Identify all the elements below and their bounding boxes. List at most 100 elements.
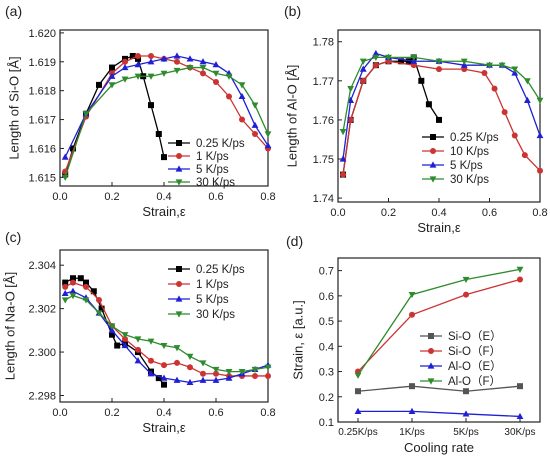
y-tick-label: 0.3 bbox=[319, 367, 334, 379]
data-point bbox=[186, 55, 194, 62]
series-line bbox=[64, 281, 268, 377]
data-point bbox=[360, 77, 367, 84]
data-point bbox=[121, 332, 129, 339]
series-line bbox=[357, 268, 521, 376]
series-3 bbox=[61, 64, 272, 181]
panel-label: (c) bbox=[5, 229, 21, 245]
data-point bbox=[537, 167, 543, 174]
y-tick-label: 1.74 bbox=[313, 193, 334, 205]
data-point bbox=[200, 70, 206, 77]
panel-a: (a) 0.0 0.2 0.4 0.6 0.8 Strain,ε 1.615 1.616 1.61… bbox=[5, 3, 276, 219]
y-axis-label: Length of Na-O [Å] bbox=[3, 272, 18, 380]
data-point bbox=[61, 174, 69, 181]
data-point bbox=[339, 155, 347, 162]
legend-label: 0.25 K/ps bbox=[196, 138, 245, 150]
legend-entry: 30 K/ps bbox=[422, 174, 489, 186]
data-point bbox=[134, 61, 142, 68]
data-point bbox=[174, 359, 180, 366]
data-point bbox=[516, 266, 524, 273]
data-point bbox=[516, 412, 524, 420]
legend-entry: Al-O（E） bbox=[420, 360, 502, 373]
data-point bbox=[174, 58, 180, 65]
data-point bbox=[372, 49, 380, 57]
legend-entry: 1 K/ps bbox=[168, 151, 229, 163]
y-tick-label: 2.302 bbox=[28, 304, 56, 316]
data-point bbox=[511, 66, 519, 73]
data-point bbox=[148, 102, 154, 109]
legend-label: 1 K/ps bbox=[196, 279, 229, 291]
legend-entry: 5 K/ps bbox=[422, 160, 483, 172]
data-point bbox=[61, 289, 69, 297]
y-tick-label: 1.618 bbox=[28, 86, 56, 98]
data-point bbox=[122, 336, 128, 343]
y-tick-label: 0.5 bbox=[319, 316, 334, 328]
y-tick-label: 1.619 bbox=[28, 57, 56, 69]
y-tick-label: 2.304 bbox=[28, 260, 56, 272]
legend-label: 5 K/ps bbox=[450, 160, 483, 172]
data-point bbox=[108, 323, 116, 330]
data-point bbox=[82, 111, 90, 118]
data-point bbox=[251, 121, 259, 128]
data-point bbox=[463, 291, 469, 298]
panel-label: (a) bbox=[5, 3, 22, 19]
data-point bbox=[264, 364, 272, 371]
x-axis-label: Cooling rate bbox=[404, 440, 474, 455]
data-point bbox=[148, 357, 154, 364]
data-point bbox=[536, 131, 544, 139]
data-point bbox=[354, 407, 362, 415]
y-tick-label: 1.620 bbox=[28, 28, 56, 40]
legend-marker bbox=[175, 295, 183, 302]
legend-label: 1 K/ps bbox=[196, 151, 229, 163]
data-point bbox=[148, 53, 154, 59]
series-0 bbox=[355, 383, 523, 395]
x-tick-label: 0.6 bbox=[208, 191, 223, 203]
x-tick-label: 0.6 bbox=[482, 207, 497, 219]
data-point bbox=[70, 279, 76, 286]
legend-entry: 5 K/ps bbox=[168, 164, 229, 176]
legend-marker bbox=[430, 148, 436, 154]
y-tick-label: 0.6 bbox=[319, 291, 334, 303]
data-point bbox=[69, 287, 77, 294]
x-tick-label: 0.0 bbox=[330, 207, 345, 219]
data-point bbox=[355, 388, 361, 395]
legend-label: Al-O（E） bbox=[448, 360, 502, 373]
data-point bbox=[372, 54, 380, 61]
y-tick-label: 0.4 bbox=[319, 341, 334, 353]
y-tick-label: 0.7 bbox=[319, 266, 334, 278]
data-point bbox=[238, 82, 246, 89]
legend-marker bbox=[175, 165, 183, 172]
x-tick-label: 0.4 bbox=[431, 207, 446, 219]
data-point bbox=[213, 370, 219, 377]
y-tick-label: 1.75 bbox=[313, 154, 334, 166]
panel-b: (b) 0.0 0.2 0.4 0.6 0.8 Strain,ε 1.74 1.75 1.76 1.… bbox=[284, 3, 548, 235]
data-point bbox=[187, 364, 193, 371]
legend-label: 0.25 K/ps bbox=[450, 132, 499, 144]
legend-label: 0.25 K/ps bbox=[196, 264, 245, 276]
data-point bbox=[98, 305, 105, 312]
data-point bbox=[160, 374, 168, 381]
x-tick-label: 0.25K/ps bbox=[338, 427, 377, 438]
data-point bbox=[121, 341, 129, 349]
y-tick-label: 1.77 bbox=[313, 76, 334, 88]
data-point bbox=[135, 53, 141, 59]
data-point bbox=[129, 53, 136, 59]
data-point bbox=[339, 129, 347, 136]
x-tick-label: 0.8 bbox=[532, 207, 547, 219]
data-point bbox=[251, 366, 259, 374]
data-point bbox=[173, 345, 181, 352]
data-point bbox=[501, 109, 508, 116]
data-point bbox=[109, 64, 115, 71]
data-point bbox=[212, 376, 220, 383]
data-point bbox=[160, 342, 168, 350]
legend-marker bbox=[427, 378, 435, 385]
data-point bbox=[199, 64, 207, 72]
y-tick-label: 1.615 bbox=[28, 172, 56, 184]
data-point bbox=[83, 283, 89, 290]
data-point bbox=[372, 62, 379, 69]
data-point bbox=[134, 73, 142, 80]
legend-label: 5 K/ps bbox=[196, 164, 229, 176]
y-tick-label: 1.78 bbox=[313, 37, 334, 49]
data-point bbox=[462, 276, 470, 284]
series-line bbox=[64, 294, 269, 373]
data-point bbox=[200, 370, 206, 377]
